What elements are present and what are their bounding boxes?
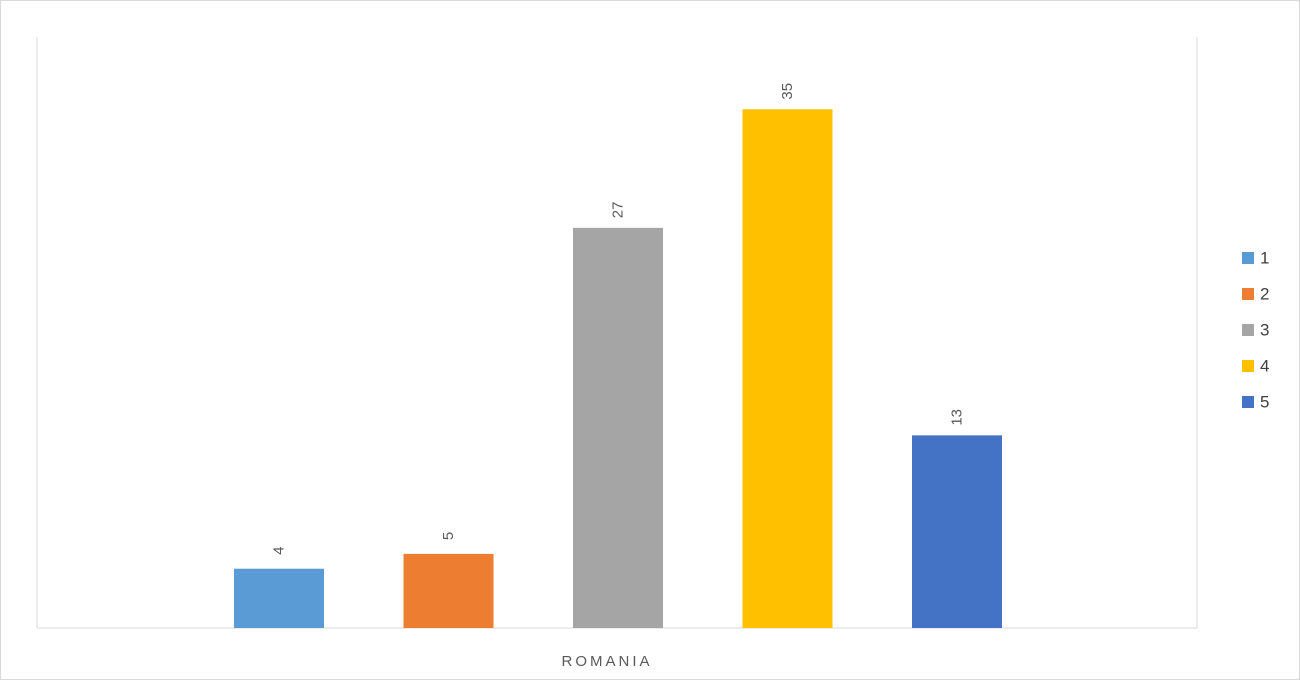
bar-series-1: [234, 568, 324, 628]
data-label-series-1: 4: [271, 547, 288, 555]
bar-series-2: [403, 553, 494, 628]
bar-series-3: [573, 227, 663, 629]
legend-swatch-4: [1242, 360, 1254, 372]
legend-label-2: 2: [1260, 285, 1269, 304]
legend-label-5: 5: [1260, 393, 1269, 412]
legend-label-3: 3: [1260, 321, 1269, 340]
data-label-series-4: 35: [779, 83, 796, 100]
legend-label-4: 4: [1260, 357, 1269, 376]
legend-swatch-2: [1242, 288, 1254, 300]
data-label-series-5: 13: [949, 409, 966, 426]
legend: 1 2 3 4 5: [1242, 249, 1269, 412]
data-labels-group: 4 5 27 35 13: [271, 83, 966, 555]
bar-series-5: [912, 435, 1002, 628]
bars-group: [234, 109, 1002, 629]
data-label-series-2: 5: [440, 532, 457, 540]
legend-label-1: 1: [1260, 249, 1269, 268]
x-tick-label: ROMANIA: [561, 653, 652, 670]
legend-swatch-3: [1242, 324, 1254, 336]
legend-swatch-1: [1242, 252, 1254, 264]
legend-swatch-5: [1242, 396, 1254, 408]
bar-series-4: [742, 109, 833, 629]
data-label-series-3: 27: [610, 202, 627, 219]
